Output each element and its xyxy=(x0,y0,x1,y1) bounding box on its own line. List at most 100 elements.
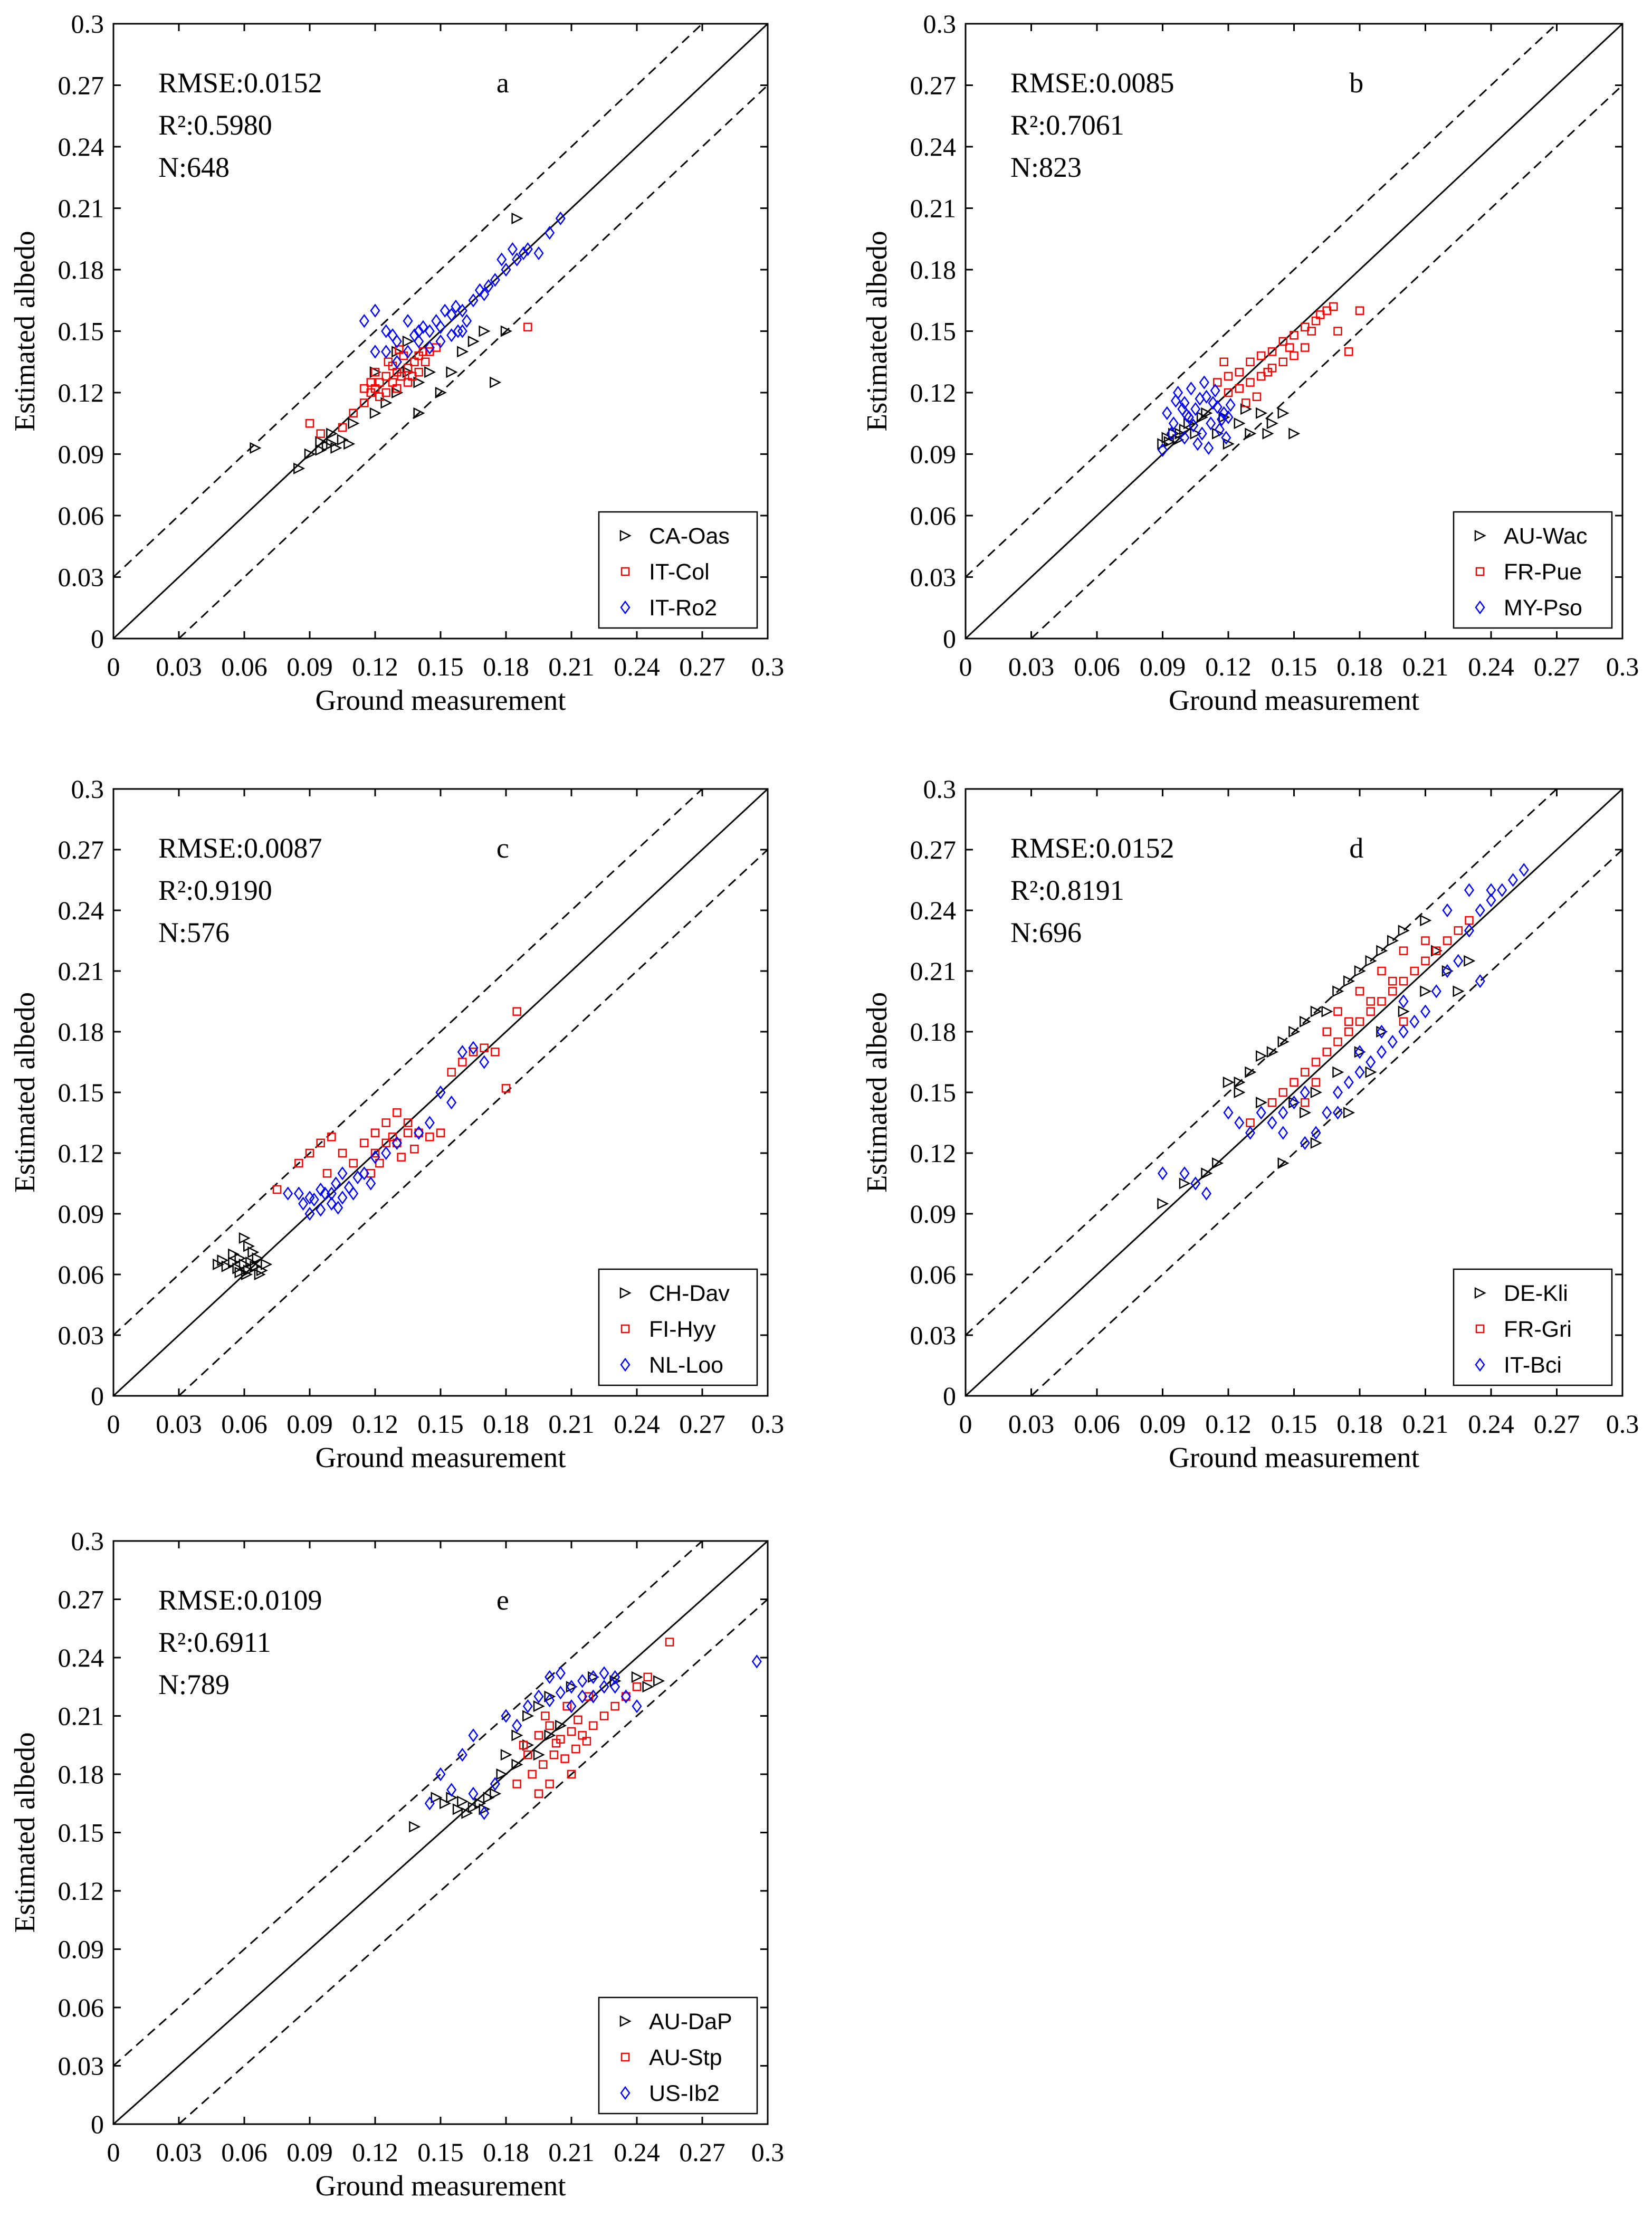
lower-bound-line xyxy=(178,849,768,1396)
data-point xyxy=(348,417,360,430)
x-tick-label: 0.3 xyxy=(751,1409,785,1439)
y-tick-label: 0.21 xyxy=(58,1701,104,1731)
data-point xyxy=(1257,351,1266,360)
data-point xyxy=(1234,1086,1246,1099)
data-point xyxy=(1387,1035,1398,1049)
data-point xyxy=(522,242,533,256)
y-tick-label: 0.27 xyxy=(58,71,104,100)
y-tick-label: 0.03 xyxy=(58,1320,104,1350)
legend-label: FI-Hyy xyxy=(649,1317,716,1342)
x-tick-label: 0.18 xyxy=(483,652,529,681)
data-point xyxy=(1431,984,1441,998)
y-tick-label: 0.12 xyxy=(58,1876,104,1906)
y-tick-label: 0.15 xyxy=(58,1078,104,1107)
data-point xyxy=(501,1709,511,1723)
data-point xyxy=(1442,964,1453,978)
series-IT-Col xyxy=(305,322,532,438)
panel-label: b xyxy=(1349,67,1363,99)
data-point xyxy=(1246,1118,1255,1127)
stats-text: RMSE:0.0085 xyxy=(1010,67,1174,99)
data-point xyxy=(1366,997,1375,1006)
legend-label: AU-Wac xyxy=(1504,524,1587,549)
data-point xyxy=(1311,1126,1321,1140)
lower-bound-line xyxy=(1030,84,1622,639)
data-point xyxy=(469,1048,478,1057)
legend-marker-MY-Pso xyxy=(1475,600,1485,615)
legend-marker-IT-Ro2 xyxy=(620,600,631,615)
data-point xyxy=(1301,1098,1310,1107)
data-point xyxy=(501,262,511,277)
series-FR-Gri xyxy=(1246,916,1474,1127)
x-tick-label: 0.21 xyxy=(1402,652,1449,681)
legend: CH-Dav FI-Hyy NL-Loo xyxy=(598,1268,758,1386)
data-point xyxy=(293,462,305,474)
plot-area xyxy=(113,24,768,639)
data-point xyxy=(511,1729,523,1742)
data-point xyxy=(1170,394,1181,408)
data-point xyxy=(1388,987,1397,996)
data-point xyxy=(1300,1085,1310,1100)
data-point xyxy=(343,438,356,450)
data-point xyxy=(315,436,327,448)
data-point xyxy=(567,1727,576,1736)
data-point xyxy=(1192,436,1203,451)
y-tick-label: 0.03 xyxy=(910,563,957,592)
data-point xyxy=(316,1203,326,1217)
data-point xyxy=(435,1767,446,1782)
data-point xyxy=(1179,1166,1190,1181)
y-tick-label: 0.03 xyxy=(58,563,104,592)
x-tick-label: 0.24 xyxy=(1468,652,1514,681)
data-point xyxy=(370,367,380,377)
x-tick-label: 0.06 xyxy=(221,1409,268,1439)
data-point xyxy=(414,324,424,338)
data-point xyxy=(1329,302,1338,311)
panels: 0 0.03 0.06 0.09 0.12 0.15 0.18 0.21 0.24 0.27 0.3… xyxy=(8,9,1639,2202)
y-tick-label: 0 xyxy=(91,1381,104,1411)
data-point xyxy=(381,372,390,381)
data-point xyxy=(1475,974,1485,988)
data-point xyxy=(418,320,428,334)
data-point xyxy=(1190,1176,1201,1191)
data-point xyxy=(1201,389,1212,404)
data-point xyxy=(1267,1098,1277,1107)
y-tick-label: 0.15 xyxy=(58,1818,104,1848)
x-tick-label: 0.27 xyxy=(679,652,725,681)
data-point xyxy=(751,1654,762,1669)
data-point xyxy=(519,1740,528,1749)
data-point xyxy=(1163,436,1176,448)
legend-marker-AU-Wac xyxy=(1474,529,1486,542)
data-point xyxy=(446,328,457,342)
data-point xyxy=(409,1821,421,1833)
data-point xyxy=(533,246,544,261)
legend-label: MY-Pso xyxy=(1504,595,1582,621)
data-point xyxy=(453,324,463,338)
legend-marker-FI-Hyy xyxy=(620,1324,630,1334)
x-tick-label: 0.06 xyxy=(221,652,268,681)
series-NL-Loo xyxy=(283,1041,490,1221)
data-point xyxy=(1256,1050,1268,1062)
data-point xyxy=(632,1699,642,1714)
data-point xyxy=(1322,1106,1332,1120)
data-point xyxy=(304,448,316,460)
series-CA-Oas xyxy=(250,212,523,474)
data-point xyxy=(577,1689,588,1704)
data-point xyxy=(360,1138,369,1148)
lower-bound-line xyxy=(1030,849,1622,1396)
data-point xyxy=(468,1041,479,1055)
data-point xyxy=(424,324,435,338)
data-point xyxy=(533,1700,545,1712)
series-CH-Dav xyxy=(213,1232,273,1281)
data-point xyxy=(1344,347,1353,356)
data-point xyxy=(490,273,500,287)
stats-text: RMSE:0.0087 xyxy=(158,832,322,864)
y-tick-label: 0.3 xyxy=(71,9,104,39)
y-tick-label: 0.3 xyxy=(923,774,957,804)
one-to-one-line xyxy=(113,789,768,1396)
x-tick-label: 0.27 xyxy=(679,1409,725,1439)
x-tick-label: 0 xyxy=(107,1409,120,1439)
data-point xyxy=(316,429,325,438)
upper-bound-line xyxy=(113,1541,703,2067)
upper-bound-line xyxy=(113,24,703,578)
data-point xyxy=(381,324,391,338)
x-tick-label: 0.27 xyxy=(1534,652,1580,681)
